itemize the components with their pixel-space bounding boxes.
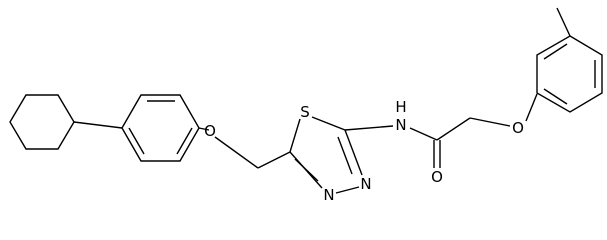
- cyclohexane-ring: [9, 94, 75, 150]
- double-bond: [543, 88, 568, 105]
- bond: [289, 118, 301, 153]
- double-bond: [337, 136, 353, 175]
- methyl-bond: [556, 7, 571, 37]
- bond: [436, 117, 471, 141]
- bond: [198, 127, 210, 131]
- bond: [257, 151, 291, 169]
- molecule-diagram: O S H N N N O O: [9, 7, 603, 204]
- bond: [344, 129, 363, 176]
- benzene-ring: [536, 35, 603, 113]
- bond: [525, 93, 538, 122]
- atom-label: O: [512, 119, 524, 137]
- bond: [73, 121, 123, 129]
- bond: [214, 136, 259, 169]
- bond: [409, 127, 438, 141]
- double-bond: [543, 43, 568, 60]
- atom-label: O: [204, 122, 216, 140]
- atom-label: O: [431, 168, 443, 186]
- atom-label: N: [395, 116, 406, 134]
- atom-label: N: [323, 186, 334, 204]
- atom-label: S: [300, 103, 310, 121]
- double-bond: [128, 127, 145, 155]
- atom-label: N: [360, 175, 371, 193]
- benzene-ring: [121, 94, 200, 162]
- double-bond: [294, 158, 319, 182]
- bond: [311, 116, 346, 131]
- bond: [469, 117, 511, 127]
- bond: [335, 186, 360, 194]
- bond: [344, 125, 394, 131]
- atom-label: H: [395, 98, 406, 116]
- double-bond: [176, 127, 193, 155]
